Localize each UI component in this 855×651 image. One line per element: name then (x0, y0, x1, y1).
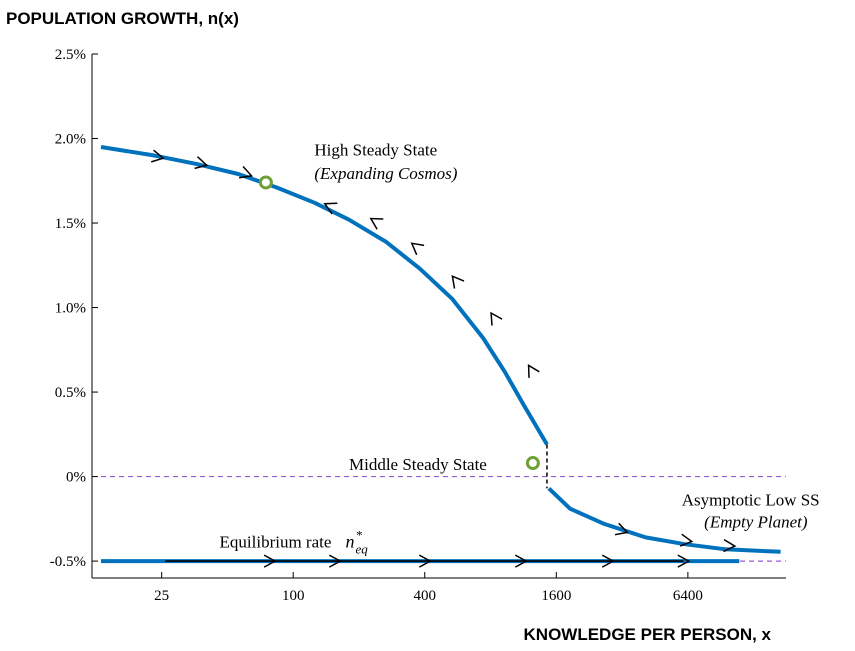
annotation-label: (Empty Planet) (704, 512, 808, 531)
direction-arrow (490, 311, 503, 326)
annotation-label: Asymptotic Low SS (682, 490, 820, 509)
direction-arrow (323, 202, 338, 215)
annotation-label: Equilibrium rate (220, 533, 332, 552)
equilibrium-symbol: n (346, 532, 355, 552)
chart-title: POPULATION GROWTH, n(x) (6, 9, 239, 28)
y-tick-label: -0.5% (50, 554, 86, 570)
annotation-label: (Expanding Cosmos) (314, 164, 457, 183)
direction-arrow (328, 554, 342, 568)
equilibrium-symbol-superscript: * (356, 528, 363, 543)
annotation-label: Middle Steady State (349, 455, 487, 474)
equilibrium-symbol-subscript: eq (356, 542, 369, 557)
direction-arrow (614, 522, 629, 536)
reference-lines (101, 475, 786, 562)
series-line-1 (100, 145, 549, 446)
direction-arrow (514, 554, 528, 568)
annotations: High Steady State (Expanding Cosmos) Middl… (220, 140, 820, 556)
direction-arrow (451, 274, 465, 289)
direction-arrow (238, 165, 253, 179)
steady-state-markers (258, 175, 540, 471)
direction-arrow (369, 217, 384, 230)
direction-arrow (601, 554, 615, 568)
axes: 2.5% 2.0% 1.5% 1.0% 0.5% 0% -0.5% 25 100 400 1600 6… (50, 47, 786, 604)
y-tick-label: 2.5% (55, 47, 86, 63)
series-lines (100, 145, 781, 564)
y-tick-label: 0.5% (55, 385, 86, 401)
y-tick-label: 2.0% (55, 132, 86, 148)
x-tick-label: 400 (414, 588, 437, 604)
steady-state-marker (525, 456, 540, 471)
y-tick-label: 0% (66, 470, 86, 486)
x-tick-label: 1600 (541, 588, 571, 604)
direction-arrow (150, 149, 165, 163)
y-tick-label: 1.0% (55, 301, 86, 317)
direction-arrow (410, 242, 425, 256)
x-tick-label: 100 (282, 588, 305, 604)
y-tick-label: 1.5% (55, 216, 86, 232)
direction-arrow (679, 533, 694, 547)
direction-arrow (527, 363, 540, 378)
x-axis-label: KNOWLEDGE PER PERSON, x (524, 625, 772, 644)
x-tick-label: 25 (154, 588, 169, 604)
annotation-label: High Steady State (314, 140, 437, 159)
direction-arrow (723, 538, 737, 553)
steady-state-marker (258, 175, 273, 190)
series-line-2 (547, 486, 781, 554)
x-tick-label: 6400 (673, 588, 703, 604)
direction-arrows (150, 149, 737, 568)
direction-arrow (677, 554, 691, 568)
direction-arrow (194, 156, 209, 170)
direction-arrow (418, 554, 432, 568)
direction-arrow (263, 554, 277, 568)
